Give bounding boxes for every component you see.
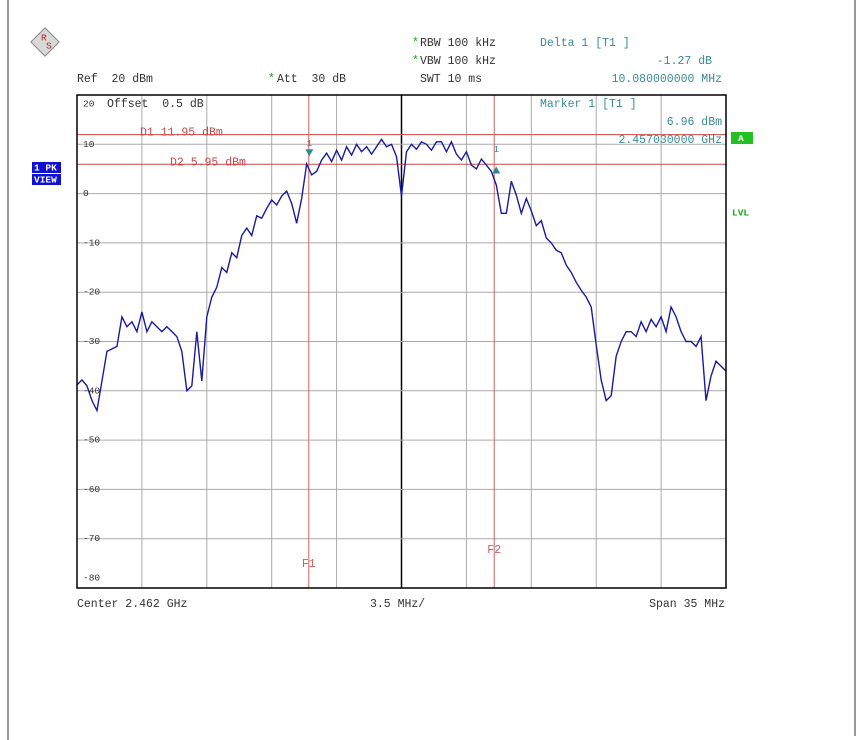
- frequency-line-label: F1: [302, 558, 316, 571]
- frequency-line-label: F2: [487, 544, 501, 557]
- attenuation: Att 30 dB: [277, 73, 346, 86]
- y-tick-label: 0: [83, 188, 89, 199]
- trace-badge-box: [731, 132, 753, 144]
- y-tick-label: -80: [83, 573, 100, 584]
- trace-mode: VIEW: [34, 175, 57, 186]
- rbw: RBW 100 kHz: [420, 37, 496, 50]
- display-line-label: D1 11.95 dBm: [140, 127, 223, 140]
- y-tick-label: -60: [83, 484, 100, 495]
- per-division: 3.5 MHz/: [370, 598, 425, 611]
- y-tick-label: -70: [83, 533, 100, 544]
- y-tick-label: 10: [83, 139, 95, 150]
- marker-info: Marker 1 [T1 ]: [540, 98, 637, 111]
- y-tick-label: -30: [83, 336, 100, 347]
- marker-info: 6.96 dBm: [667, 116, 722, 129]
- delta-title: Delta 1 [T1 ]: [540, 37, 630, 50]
- ref-level: Ref 20 dBm: [77, 73, 153, 86]
- flag: *: [412, 55, 419, 68]
- display-line-label: D2 5.95 dBm: [170, 156, 246, 169]
- center-frequency: Center 2.462 GHz: [77, 598, 187, 611]
- y-tick-label: -10: [83, 237, 100, 248]
- trace-mode-box: [32, 162, 61, 173]
- marker-info: 2.457030000 GHz: [618, 134, 722, 147]
- marker-name: 1: [493, 144, 499, 155]
- delta-frequency: 10.080000000 MHz: [612, 73, 722, 86]
- trace: [76, 138, 727, 413]
- logo-letter: S: [46, 41, 52, 52]
- trace-mode: 1 PK: [34, 163, 57, 174]
- vbw: VBW 100 kHz: [420, 55, 496, 68]
- logo-diamond: [30, 27, 60, 57]
- marker-name: 1: [306, 138, 312, 149]
- logo-letter: R: [41, 33, 47, 44]
- marker: [492, 166, 501, 174]
- y-tick-label: 20: [83, 99, 95, 110]
- y-tick-label: -20: [83, 287, 100, 298]
- trace-mode-box: [32, 174, 61, 185]
- offset: Offset 0.5 dB: [107, 98, 204, 111]
- level-flag: LVL: [732, 208, 749, 219]
- logo: R S: [30, 27, 60, 57]
- flag: *: [412, 37, 419, 50]
- plot-frame: [76, 94, 727, 589]
- delta-level: -1.27 dB: [657, 55, 712, 68]
- flag: *: [268, 73, 275, 86]
- span: Span 35 MHz: [649, 598, 725, 611]
- marker: [305, 149, 314, 157]
- y-tick-label: -40: [83, 385, 100, 396]
- y-tick-label: -50: [83, 435, 100, 446]
- swt: SWT 10 ms: [420, 73, 482, 86]
- trace-badge: A: [738, 133, 744, 144]
